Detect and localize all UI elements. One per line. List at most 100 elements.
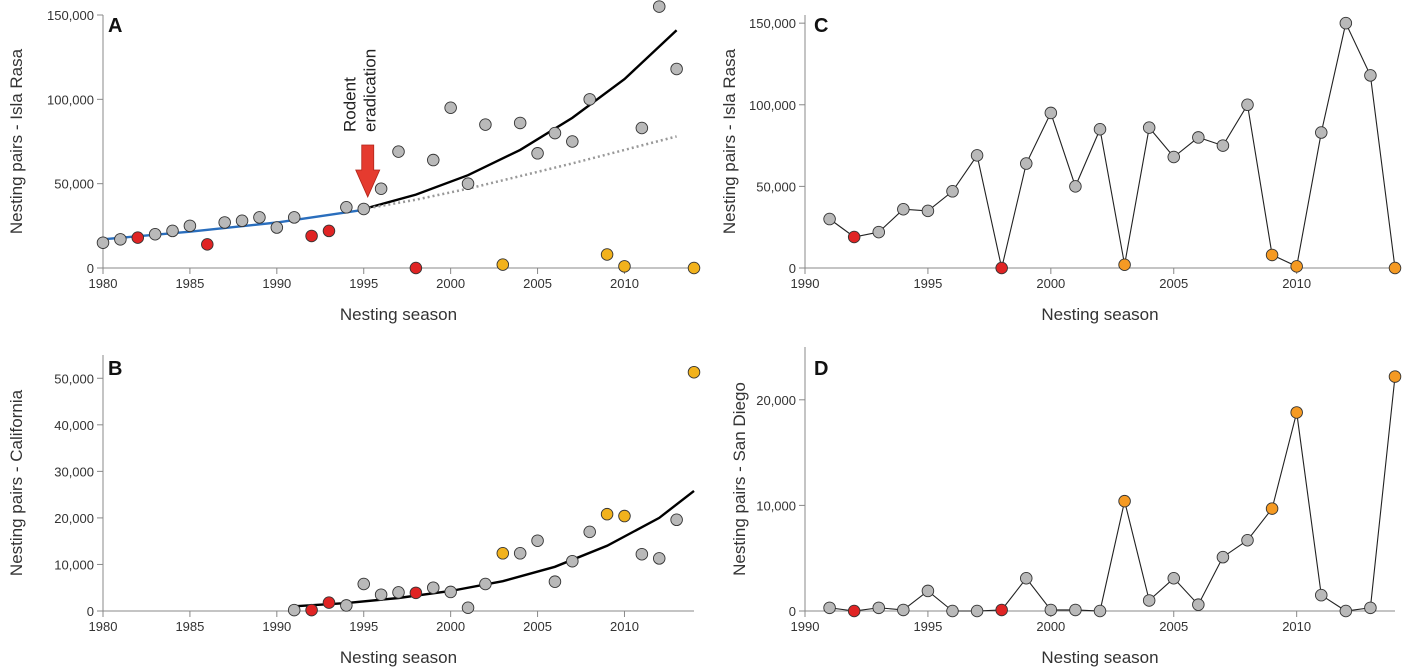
y-tick-label: 50,000 (54, 177, 94, 192)
x-tick-label: 2000 (436, 276, 465, 291)
data-point (600, 507, 614, 521)
data-point (872, 601, 886, 615)
data-point (1192, 131, 1205, 144)
data-point (823, 601, 836, 615)
data-point (340, 201, 353, 214)
panel-letter: D (814, 358, 828, 380)
y-tick-label: 10,000 (54, 557, 94, 572)
data-point (872, 225, 886, 239)
y-tick-label: 20,000 (54, 511, 94, 526)
panel-letter: B (108, 358, 122, 380)
data-point (897, 202, 910, 216)
data-point (970, 604, 984, 618)
data-point (322, 596, 336, 609)
data-point (823, 212, 836, 226)
data-point (531, 147, 544, 160)
y-tick-label: 150,000 (749, 16, 796, 31)
x-tick-label: 2000 (1036, 619, 1065, 634)
trend-line (363, 29, 678, 211)
data-point (687, 261, 701, 275)
y-tick-label: 0 (789, 261, 796, 276)
annotation-text: Rodent (341, 77, 360, 132)
data-point (479, 118, 492, 131)
data-point (235, 214, 249, 228)
data-point (566, 554, 579, 568)
data-point (496, 258, 510, 271)
x-tick-label: 1980 (89, 276, 118, 291)
data-point (201, 238, 214, 251)
data-point (1069, 603, 1082, 617)
data-point (427, 581, 440, 594)
data-point (1241, 98, 1254, 112)
data-point (847, 230, 861, 244)
x-tick-label: 1990 (262, 276, 291, 291)
x-axis-title: Nesting season (340, 305, 457, 324)
data-point (1241, 533, 1254, 547)
data-point (1142, 594, 1156, 607)
y-tick-label: 0 (87, 261, 94, 276)
data-point (995, 603, 1008, 617)
x-tick-label: 1995 (349, 619, 378, 634)
x-tick-label: 1995 (913, 276, 942, 291)
data-point (670, 513, 683, 527)
x-tick-label: 1990 (791, 619, 820, 634)
panel-d: 0 10,000 20,000 1990 1995 2000 2005 2010 Nesting… (730, 347, 1402, 667)
panel-c: 0 50,000 100,000 150,000 1990 1995 2000 2005 201… (720, 15, 1402, 324)
data-point (687, 365, 701, 379)
data-point (583, 525, 596, 539)
data-point (583, 93, 596, 106)
data-point (513, 116, 527, 130)
data-point (374, 588, 388, 601)
data-point (183, 219, 197, 233)
x-tick-label: 2010 (1282, 619, 1311, 634)
data-point (305, 603, 318, 617)
data-point (392, 586, 405, 599)
data-point (970, 149, 984, 162)
data-point (618, 509, 631, 523)
y-tick-label: 150,000 (47, 8, 94, 23)
data-point (218, 216, 231, 229)
x-tick-label: 2005 (1159, 276, 1188, 291)
x-axis-title: Nesting season (1041, 648, 1158, 667)
data-point (1290, 260, 1303, 273)
data-point (548, 126, 562, 140)
data-point (1265, 502, 1279, 515)
y-tick-label: 100,000 (47, 92, 94, 107)
data-point (305, 229, 318, 243)
data-point (287, 603, 301, 617)
data-point (1314, 126, 1328, 139)
x-tick-label: 2005 (523, 276, 552, 291)
y-axis-title: Nesting pairs - San Diego (730, 382, 749, 576)
x-tick-label: 2005 (1159, 619, 1188, 634)
x-tick-label: 2005 (523, 619, 552, 634)
data-point (114, 233, 127, 246)
data-point (461, 177, 475, 190)
data-point (357, 202, 370, 216)
data-point (1290, 406, 1303, 419)
y-axis-title: Nesting pairs - Isla Rasa (7, 48, 26, 234)
series-line (829, 376, 1396, 612)
data-point (444, 585, 457, 599)
data-point (618, 260, 631, 273)
panel-a: 0 50,000 100,000 150,000 1980 1985 1990 1995 200… (7, 0, 701, 324)
y-tick-label: 20,000 (756, 393, 796, 408)
data-point (995, 261, 1008, 275)
x-tick-label: 1995 (913, 619, 942, 634)
data-point (531, 534, 544, 547)
y-tick-label: 50,000 (54, 371, 94, 386)
data-point (1044, 603, 1058, 617)
data-point (1314, 588, 1328, 602)
x-tick-label: 2010 (1282, 276, 1311, 291)
data-point (1167, 150, 1180, 164)
data-point (340, 599, 353, 612)
data-point (444, 101, 457, 115)
data-point (1093, 604, 1107, 618)
x-tick-label: 2000 (1036, 276, 1065, 291)
data-point (1167, 572, 1180, 585)
data-point (1216, 139, 1230, 152)
data-point (1020, 157, 1033, 170)
data-point (566, 135, 579, 148)
x-tick-label: 1980 (89, 619, 118, 634)
x-tick-label: 2010 (610, 276, 639, 291)
